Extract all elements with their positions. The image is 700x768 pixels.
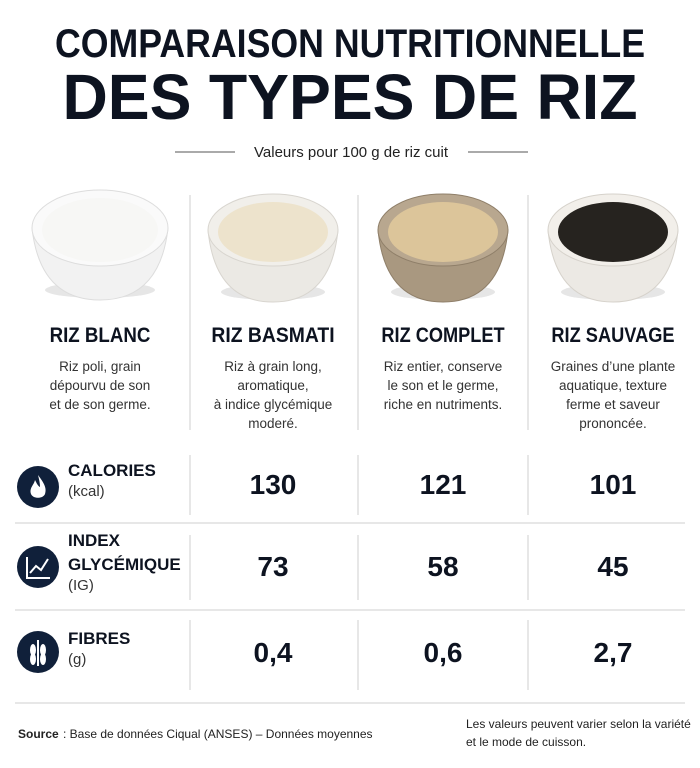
column-name: RIZ BLANC xyxy=(50,324,151,347)
column-description: Riz poli, grain xyxy=(59,359,141,374)
row-value: 73 xyxy=(257,551,288,582)
column-name: RIZ BASMATI xyxy=(211,324,334,347)
row-unit: (kcal) xyxy=(68,483,105,500)
row-value: 2,7 xyxy=(594,637,633,668)
row-label: CALORIES xyxy=(68,461,156,480)
column-description: dépourvu de son xyxy=(50,378,151,393)
column-description: Riz entier, conserve xyxy=(384,359,503,374)
dividers xyxy=(15,195,685,704)
column-name: RIZ SAUVAGE xyxy=(551,324,674,347)
icon-fibres xyxy=(17,631,59,673)
title-line: COMPARAISON NUTRITIONNELLE xyxy=(55,22,645,66)
icon-index xyxy=(17,546,59,588)
bowl-white xyxy=(31,189,169,301)
footnote: et le mode de cuisson. xyxy=(466,735,586,749)
column-description: le son et le germe, xyxy=(387,378,498,393)
source-text: : Base de données Ciqual (ANSES) – Donné… xyxy=(63,727,373,741)
bowl-complet xyxy=(377,193,509,303)
column-description: moderé. xyxy=(248,416,298,431)
source-label: Source xyxy=(18,727,59,741)
column-description: prononcée. xyxy=(579,416,647,431)
row-value: 0,6 xyxy=(424,637,463,668)
row-unit: (g) xyxy=(68,651,86,668)
column-description: ferme et saveur xyxy=(566,397,660,412)
column-description: aquatique, texture xyxy=(559,378,667,393)
column-description: et de son germe. xyxy=(49,397,150,412)
column-description: riche en nutriments. xyxy=(384,397,503,412)
row-value: 58 xyxy=(427,551,458,582)
title-line: DES TYPES DE RIZ xyxy=(63,61,638,133)
row-value: 101 xyxy=(590,469,637,500)
footnote: Les valeurs peuvent varier selon la vari… xyxy=(466,717,691,731)
row-value: 0,4 xyxy=(254,637,293,668)
column-description: aromatique, xyxy=(237,378,308,393)
bowl-basmati xyxy=(207,193,339,303)
bowl-sauvage xyxy=(547,193,679,303)
subtitle: Valeurs pour 100 g de riz cuit xyxy=(254,144,449,161)
column-description: Graines d’une plante xyxy=(551,359,676,374)
row-unit: (IG) xyxy=(68,577,94,594)
row-label: INDEX xyxy=(68,531,121,550)
row-value: 45 xyxy=(597,551,628,582)
column-description: à indice glycémique xyxy=(214,397,333,412)
column-name: RIZ COMPLET xyxy=(381,324,504,347)
row-label: GLYCÉMIQUE xyxy=(68,555,181,574)
icon-calories xyxy=(17,466,59,508)
row-value: 130 xyxy=(250,469,297,500)
row-label: FIBRES xyxy=(68,629,130,648)
row-value: 121 xyxy=(420,469,467,500)
column-description: Riz à grain long, xyxy=(224,359,322,374)
